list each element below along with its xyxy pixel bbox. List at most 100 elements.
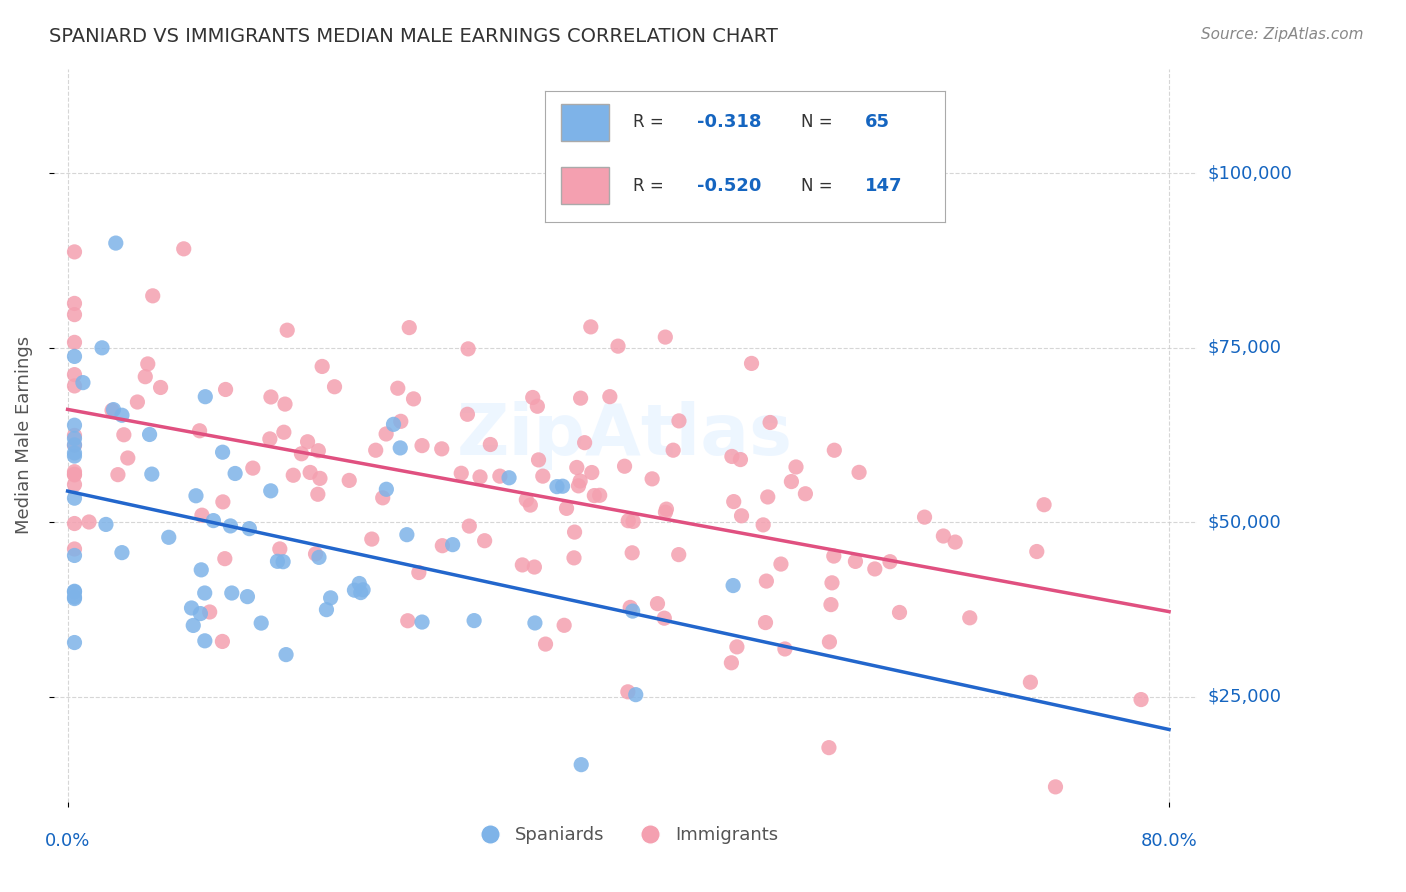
Immigrants bbox=[599, 390, 621, 404]
Immigrants bbox=[562, 550, 585, 565]
Immigrants bbox=[1045, 780, 1067, 794]
Immigrants bbox=[63, 477, 86, 491]
Spaniards bbox=[111, 409, 134, 423]
Immigrants bbox=[621, 546, 644, 560]
Immigrants bbox=[63, 368, 86, 382]
Spaniards bbox=[63, 418, 86, 433]
Text: 80.0%: 80.0% bbox=[1140, 832, 1198, 850]
Spaniards bbox=[395, 527, 418, 541]
Immigrants bbox=[641, 472, 664, 486]
Immigrants bbox=[534, 637, 557, 651]
Immigrants bbox=[432, 539, 454, 553]
Immigrants bbox=[307, 443, 329, 458]
Spaniards bbox=[551, 479, 574, 493]
Spaniards bbox=[546, 480, 568, 494]
Spaniards bbox=[63, 491, 86, 506]
Spaniards bbox=[463, 614, 485, 628]
Spaniards bbox=[221, 586, 243, 600]
Immigrants bbox=[569, 474, 592, 488]
Immigrants bbox=[63, 541, 86, 556]
Immigrants bbox=[564, 525, 586, 540]
Immigrants bbox=[309, 471, 332, 485]
Spaniards bbox=[382, 417, 405, 432]
Immigrants bbox=[198, 605, 221, 619]
Immigrants bbox=[531, 469, 554, 483]
Spaniards bbox=[211, 445, 233, 459]
Text: 0.0%: 0.0% bbox=[45, 832, 90, 850]
Spaniards bbox=[523, 615, 546, 630]
Immigrants bbox=[720, 656, 742, 670]
Immigrants bbox=[1025, 544, 1047, 558]
Immigrants bbox=[574, 435, 596, 450]
Immigrants bbox=[668, 414, 690, 428]
Spaniards bbox=[63, 350, 86, 364]
Immigrants bbox=[323, 380, 346, 394]
Immigrants bbox=[579, 319, 602, 334]
Spaniards bbox=[350, 585, 373, 599]
Spaniards bbox=[219, 519, 242, 533]
Immigrants bbox=[662, 443, 685, 458]
Spaniards bbox=[194, 390, 217, 404]
Spaniards bbox=[190, 563, 212, 577]
Immigrants bbox=[468, 470, 491, 484]
Immigrants bbox=[914, 510, 936, 524]
Immigrants bbox=[408, 566, 430, 580]
Immigrants bbox=[134, 369, 156, 384]
Immigrants bbox=[780, 475, 803, 489]
Spaniards bbox=[389, 441, 412, 455]
Spaniards bbox=[181, 618, 204, 632]
Immigrants bbox=[274, 397, 297, 411]
Immigrants bbox=[1019, 675, 1042, 690]
Immigrants bbox=[583, 489, 606, 503]
Y-axis label: Median Male Earnings: Median Male Earnings bbox=[15, 336, 32, 534]
Immigrants bbox=[63, 467, 86, 482]
Immigrants bbox=[212, 495, 235, 509]
Text: Source: ZipAtlas.com: Source: ZipAtlas.com bbox=[1201, 27, 1364, 42]
Immigrants bbox=[652, 611, 675, 625]
Immigrants bbox=[721, 450, 744, 464]
Immigrants bbox=[621, 515, 644, 529]
Immigrants bbox=[117, 450, 139, 465]
Immigrants bbox=[387, 381, 409, 395]
Immigrants bbox=[654, 330, 676, 344]
Immigrants bbox=[260, 390, 283, 404]
Spaniards bbox=[319, 591, 342, 605]
Immigrants bbox=[214, 551, 236, 566]
Immigrants bbox=[479, 437, 502, 451]
Spaniards bbox=[721, 578, 744, 592]
Text: $75,000: $75,000 bbox=[1208, 339, 1282, 357]
Immigrants bbox=[149, 380, 172, 394]
Immigrants bbox=[411, 439, 433, 453]
Text: $50,000: $50,000 bbox=[1208, 514, 1281, 532]
Immigrants bbox=[741, 356, 763, 370]
Spaniards bbox=[63, 635, 86, 649]
Immigrants bbox=[457, 342, 479, 356]
Spaniards bbox=[194, 586, 217, 600]
Immigrants bbox=[456, 407, 478, 421]
Immigrants bbox=[389, 414, 412, 428]
Immigrants bbox=[523, 560, 546, 574]
Spaniards bbox=[141, 467, 163, 482]
Spaniards bbox=[91, 341, 114, 355]
Immigrants bbox=[932, 529, 955, 543]
Immigrants bbox=[311, 359, 333, 374]
Immigrants bbox=[617, 685, 640, 699]
Immigrants bbox=[290, 447, 312, 461]
Immigrants bbox=[759, 416, 782, 430]
Immigrants bbox=[863, 562, 886, 576]
Spaniards bbox=[63, 549, 86, 563]
Spaniards bbox=[349, 576, 371, 591]
Immigrants bbox=[430, 442, 453, 456]
Immigrants bbox=[489, 469, 512, 483]
Immigrants bbox=[127, 395, 149, 409]
Immigrants bbox=[304, 547, 326, 561]
Text: $100,000: $100,000 bbox=[1208, 164, 1292, 182]
Immigrants bbox=[879, 555, 901, 569]
Spaniards bbox=[569, 757, 592, 772]
Immigrants bbox=[823, 443, 845, 458]
Immigrants bbox=[589, 488, 612, 502]
Immigrants bbox=[259, 432, 281, 446]
Spaniards bbox=[194, 633, 217, 648]
Spaniards bbox=[63, 591, 86, 606]
Immigrants bbox=[581, 466, 603, 480]
